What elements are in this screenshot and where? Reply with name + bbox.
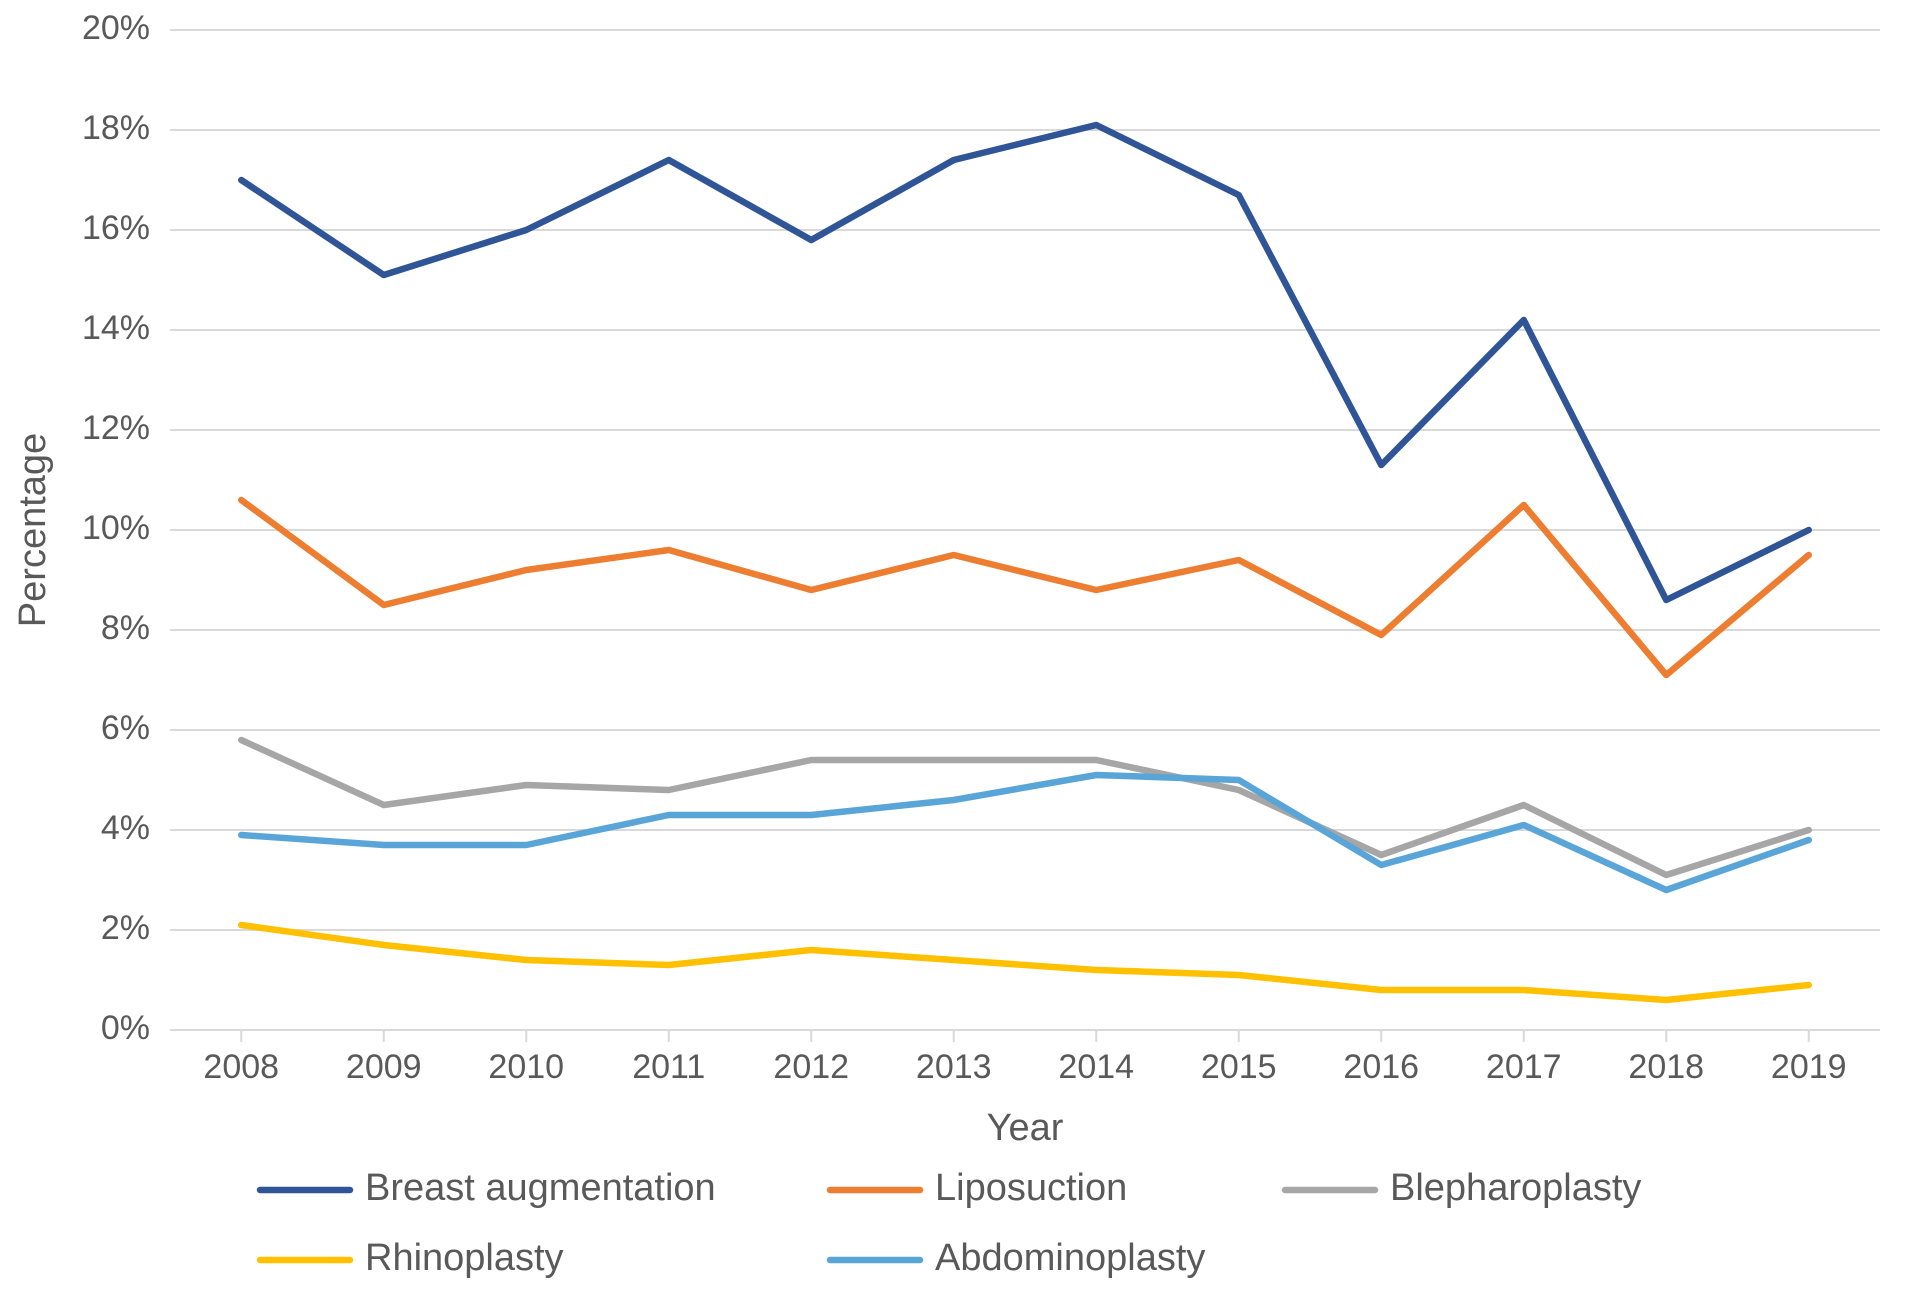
x-tick-label: 2013 xyxy=(916,1048,992,1086)
y-tick-label: 20% xyxy=(82,9,150,47)
chart-svg: 0% 2% 4% 6% 8% 10% 12% 14% 16% 18% 20% 2008 2009 2010… xyxy=(0,0,1918,1316)
x-tick-label: 2012 xyxy=(773,1048,849,1086)
y-tick-label: 4% xyxy=(101,809,150,847)
line-chart: 0% 2% 4% 6% 8% 10% 12% 14% 16% 18% 20% 2008 2009 2010… xyxy=(0,0,1918,1316)
y-tick-label: 10% xyxy=(82,509,150,547)
y-tick-label: 18% xyxy=(82,109,150,147)
legend-label: Abdominoplasty xyxy=(935,1237,1205,1279)
x-tick-label: 2008 xyxy=(203,1048,279,1086)
y-tick-label: 12% xyxy=(82,409,150,447)
x-tick-label: 2018 xyxy=(1628,1048,1704,1086)
legend-label: Liposuction xyxy=(935,1167,1127,1209)
y-tick-label: 0% xyxy=(101,1009,150,1047)
x-tick-label: 2014 xyxy=(1058,1048,1134,1086)
y-tick-label: 6% xyxy=(101,709,150,747)
y-tick-label: 2% xyxy=(101,909,150,947)
y-tick-label: 8% xyxy=(101,609,150,647)
x-tick-label: 2010 xyxy=(488,1048,564,1086)
x-axis-title: Year xyxy=(987,1107,1064,1149)
x-tick-label: 2019 xyxy=(1771,1048,1847,1086)
legend-label: Rhinoplasty xyxy=(365,1237,564,1279)
y-tick-label: 16% xyxy=(82,209,150,247)
x-tick-label: 2017 xyxy=(1486,1048,1562,1086)
y-axis-title: Percentage xyxy=(12,433,54,627)
x-tick-label: 2016 xyxy=(1343,1048,1419,1086)
y-tick-label: 14% xyxy=(82,309,150,347)
legend-label: Breast augmentation xyxy=(365,1167,716,1209)
x-tick-label: 2011 xyxy=(632,1048,705,1086)
legend-label: Blepharoplasty xyxy=(1390,1167,1641,1209)
x-tick-label: 2015 xyxy=(1201,1048,1277,1086)
x-tick-label: 2009 xyxy=(346,1048,422,1086)
